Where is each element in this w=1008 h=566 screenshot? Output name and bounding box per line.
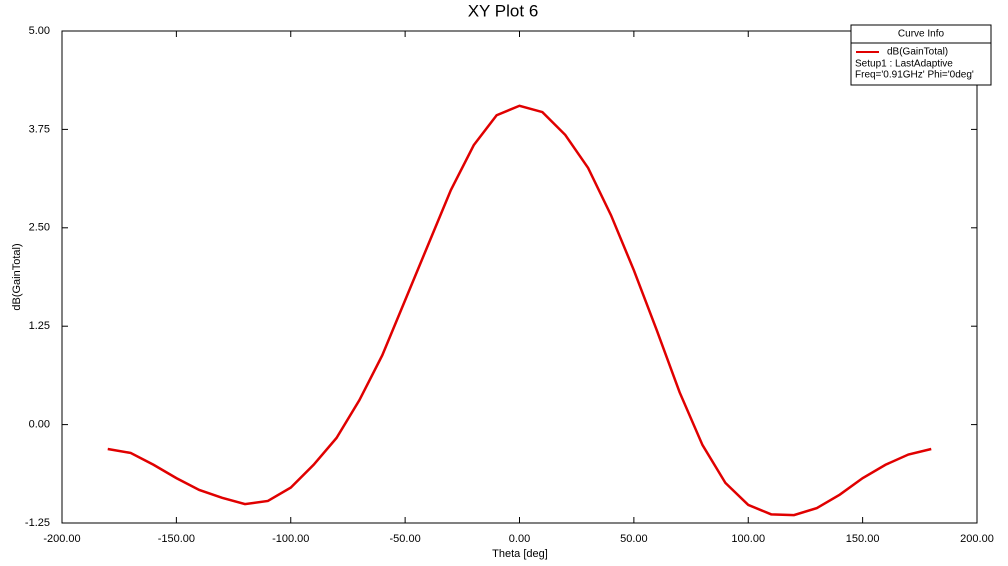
x-axis-label: Theta [deg] [492, 548, 548, 560]
x-tick-label: 50.00 [620, 533, 648, 545]
series-line [107, 104, 932, 517]
x-tick-label: -100.00 [272, 533, 309, 545]
legend-title: Curve Info [898, 29, 945, 40]
x-tick-label: 150.00 [846, 533, 880, 545]
y-tick-label: 2.50 [29, 222, 50, 234]
y-tick-label: 3.75 [29, 123, 50, 135]
x-tick-label: -150.00 [158, 533, 195, 545]
x-tick-label: 0.00 [509, 533, 530, 545]
x-tick-label: -50.00 [390, 533, 421, 545]
x-tick-label: -200.00 [43, 533, 80, 545]
legend-entry: dB(GainTotal) [887, 47, 948, 58]
y-tick-label: -1.25 [25, 517, 50, 529]
y-tick-label: 0.00 [29, 419, 50, 431]
y-axis-label: dB(GainTotal) [11, 243, 23, 310]
legend-note: Setup1 : LastAdaptive [855, 59, 953, 70]
legend-box [850, 24, 992, 86]
x-tick-label: 200.00 [960, 533, 994, 545]
y-tick-label: 1.25 [29, 320, 50, 332]
legend-note: Freq='0.91GHz' Phi='0deg' [855, 70, 974, 81]
y-tick-label: 5.00 [29, 25, 50, 37]
x-tick-label: 100.00 [731, 533, 765, 545]
chart-title: XY Plot 6 [468, 1, 539, 20]
